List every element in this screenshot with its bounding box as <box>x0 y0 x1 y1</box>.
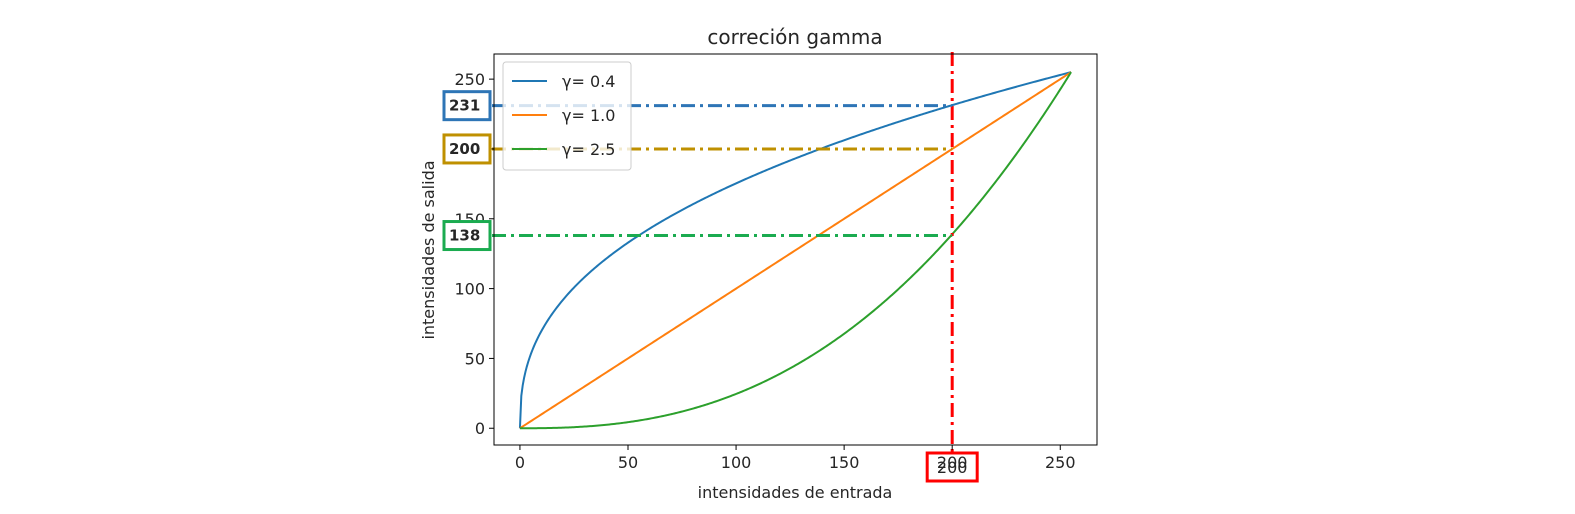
legend-label-1: γ= 1.0 <box>562 106 615 125</box>
y-axis-title: intensidades de salida <box>419 160 438 339</box>
x-tick-label: 100 <box>721 453 752 472</box>
legend-label-0: γ= 0.4 <box>562 72 615 91</box>
output-value-label-0: 231 <box>449 97 480 115</box>
input-value-box <box>925 451 979 483</box>
series-line-0 <box>518 71 1072 429</box>
chart-title: correción gamma <box>707 25 882 49</box>
legend-label-2: γ= 2.5 <box>562 140 615 159</box>
curves-layer <box>518 71 1072 430</box>
annotation-boxes-layer: 200 231 200 138 <box>442 90 979 483</box>
plot-frame <box>493 53 1098 446</box>
series-line-2 <box>519 71 1072 430</box>
y-tick-label: 100 <box>454 280 485 299</box>
legend: γ= 0.4 γ= 1.0 γ= 2.5 <box>502 61 632 171</box>
y-tick-label: 50 <box>465 349 485 368</box>
x-axis-title: intensidades de entrada <box>698 483 893 502</box>
annotation-lines-layer <box>492 52 954 453</box>
x-tick-label: 50 <box>618 453 638 472</box>
input-value-label: 200 <box>937 458 968 477</box>
x-tick-label: 0 <box>515 453 525 472</box>
output-value-label-1: 200 <box>449 140 480 158</box>
series-line-1 <box>519 71 1072 430</box>
output-value-box-0 <box>442 90 492 122</box>
output-value-box-1 <box>442 133 492 165</box>
x-tick-label: 150 <box>829 453 860 472</box>
output-value-box-2 <box>442 220 492 252</box>
output-value-label-2: 138 <box>449 227 480 245</box>
y-tick-label: 250 <box>454 70 485 89</box>
x-tick-label: 200 <box>937 453 968 472</box>
legend-frame <box>502 61 632 171</box>
y-tick-label: 0 <box>475 419 485 438</box>
x-tick-label: 250 <box>1045 453 1076 472</box>
